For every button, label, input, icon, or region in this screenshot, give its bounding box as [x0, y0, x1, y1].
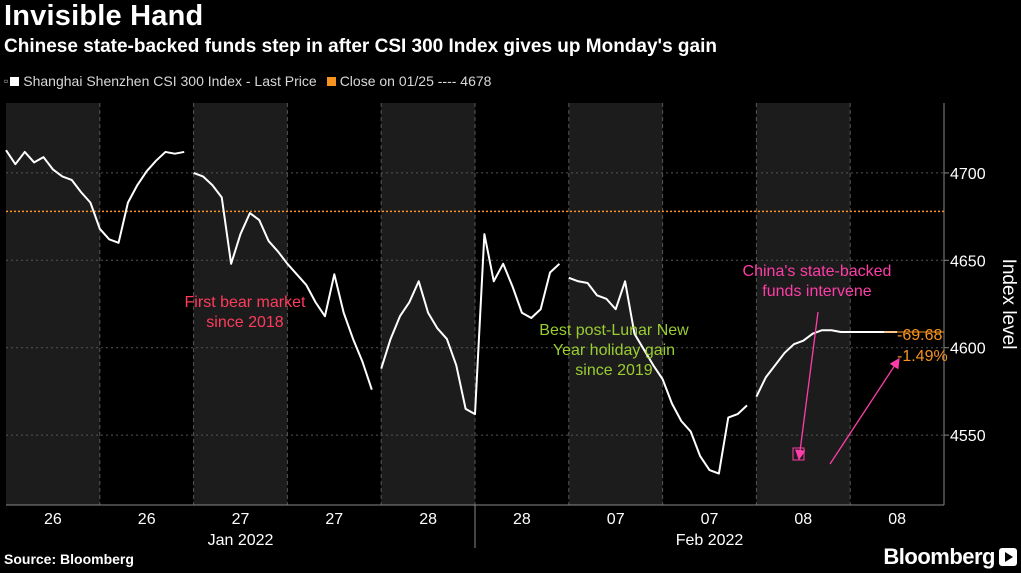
legend-swatch-close [326, 76, 336, 86]
legend-series: ▫ Shanghai Shenzhen CSI 300 Index - Last… [4, 73, 317, 89]
y-tick-label: 4550 [950, 428, 986, 445]
brand-name: Bloomberg [883, 544, 995, 569]
change-value-label: -69.68 [897, 327, 942, 344]
change-percent-label: -1.49% [897, 348, 948, 365]
legend-marker-icon: ▫ [4, 74, 9, 88]
annotation-arrow [795, 311, 819, 461]
legend-swatch-series [10, 76, 20, 86]
annotation-arrow [829, 357, 900, 465]
x-tick-label: 26 [44, 511, 62, 528]
session-band [568, 103, 663, 505]
x-tick-label: 28 [513, 511, 531, 528]
x-tick-label: 08 [888, 511, 906, 528]
month-label: Feb 2022 [676, 532, 744, 549]
source-note: Source: Bloomberg [4, 551, 134, 567]
x-tick-label: 08 [794, 511, 812, 528]
chart-title: Invisible Hand [4, 0, 204, 32]
annotation-state-funds: China's state-backed [743, 263, 892, 280]
series-line [5, 149, 185, 244]
series-line [568, 276, 748, 475]
annotation-lunar-gain: Best post-Lunar New [539, 322, 689, 339]
session-band [6, 103, 100, 505]
legend: ▫ Shanghai Shenzhen CSI 300 Index - Last… [4, 73, 501, 89]
annotation-state-funds: funds intervene [762, 283, 872, 300]
session-band [756, 103, 851, 505]
x-tick-label: 27 [325, 511, 343, 528]
series-line [380, 233, 561, 416]
low-highlight-box [792, 447, 805, 461]
chart-subtitle: Chinese state-backed funds step in after… [4, 36, 717, 57]
series-line [755, 329, 898, 398]
x-tick-label: 28 [419, 511, 437, 528]
x-tick-label: 27 [232, 511, 250, 528]
session-band [381, 103, 475, 505]
session-band [193, 103, 288, 505]
series-line [193, 171, 373, 390]
legend-series-label: Shanghai Shenzhen CSI 300 Index - Last P… [23, 73, 317, 89]
y-tick-label: 4700 [950, 166, 986, 183]
brand-logo: Bloomberg [883, 544, 1017, 570]
play-icon [999, 548, 1017, 566]
legend-close-label: Close on 01/25 ---- 4678 [339, 73, 492, 89]
annotation-bear-market: since 2018 [206, 314, 283, 331]
legend-close: Close on 01/25 ---- 4678 [326, 73, 492, 89]
annotation-bear-market: First bear market [185, 294, 306, 311]
y-tick-label: 4650 [950, 253, 986, 270]
month-label: Jan 2022 [208, 532, 274, 549]
y-axis-label: Index level [998, 259, 1019, 350]
x-tick-label: 26 [138, 511, 156, 528]
annotation-lunar-gain: Year holiday gain [553, 342, 675, 359]
x-tick-label: 07 [701, 511, 719, 528]
x-tick-label: 07 [607, 511, 625, 528]
y-tick-label: 4600 [950, 341, 986, 358]
annotation-lunar-gain: since 2019 [575, 362, 652, 379]
